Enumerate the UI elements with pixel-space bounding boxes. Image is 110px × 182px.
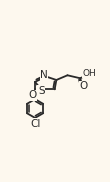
Text: N: N (40, 70, 48, 80)
Text: OH: OH (82, 69, 96, 78)
Text: O: O (28, 90, 37, 100)
Text: O: O (79, 81, 87, 91)
Text: Cl: Cl (30, 119, 40, 129)
Text: S: S (38, 86, 45, 96)
